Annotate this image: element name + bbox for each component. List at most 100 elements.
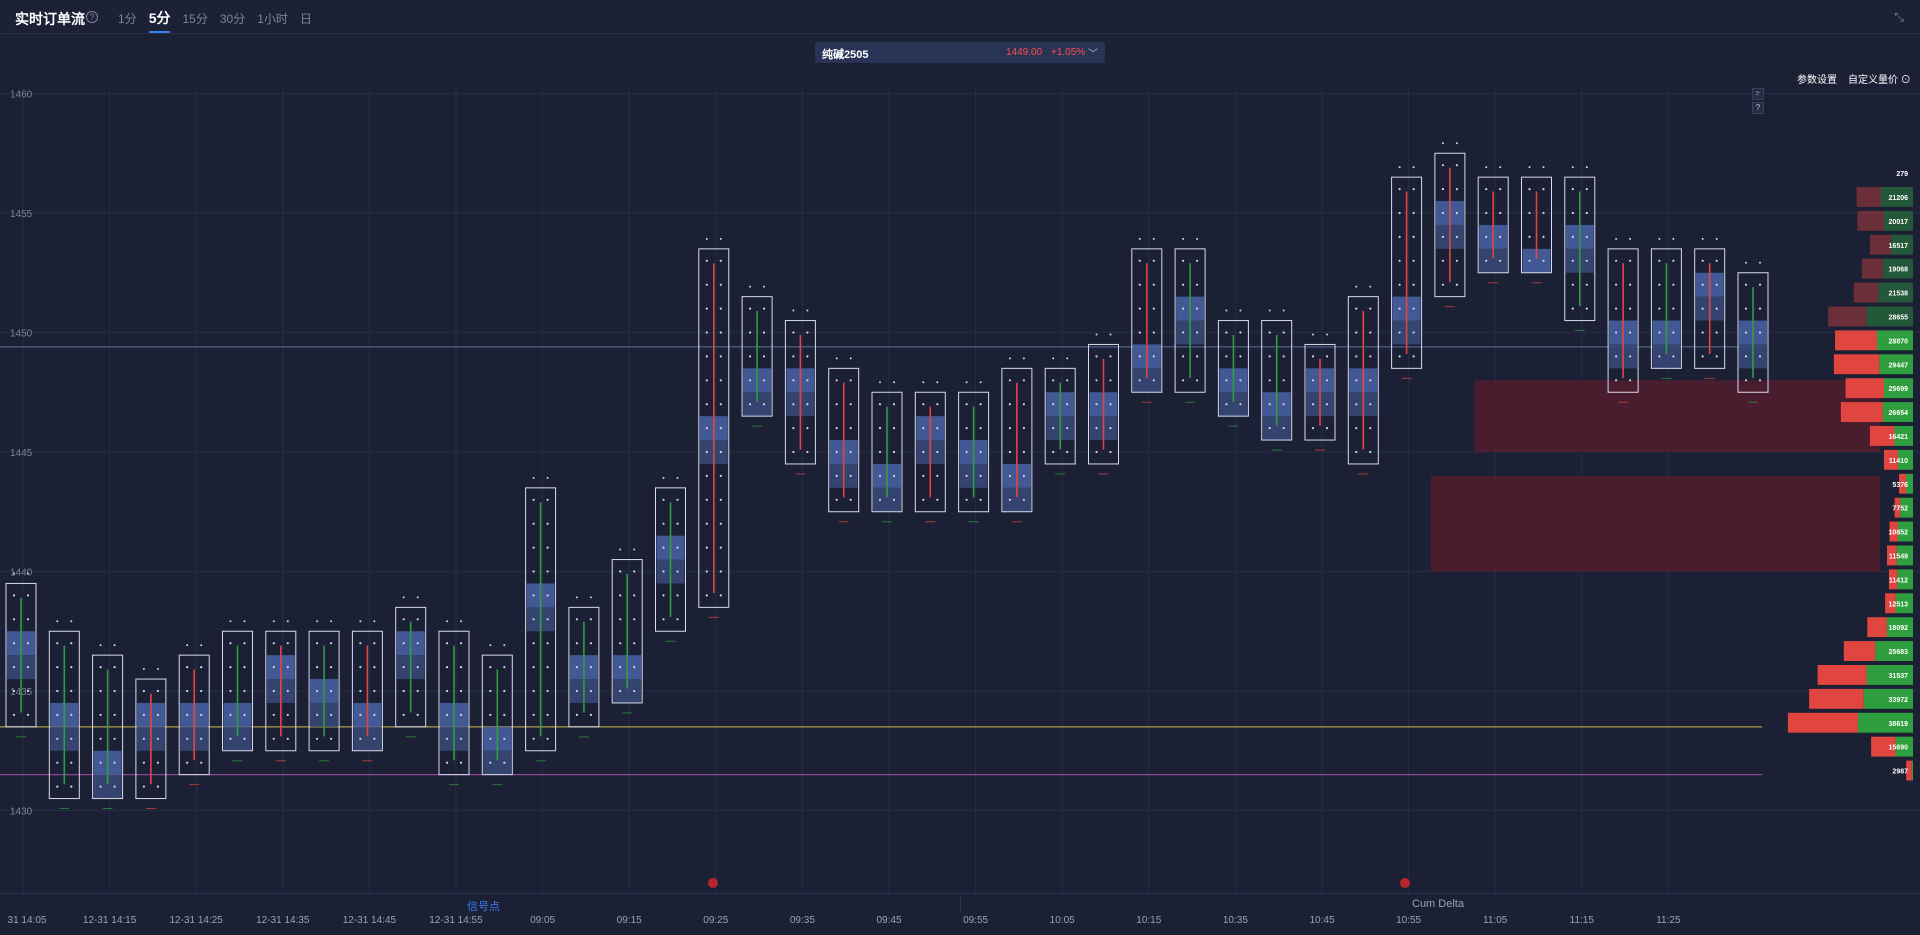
ask-cell	[1585, 259, 1588, 262]
bid-cell	[1008, 379, 1012, 382]
ask-cell	[979, 427, 982, 430]
signal-marker	[1400, 878, 1410, 888]
settings-button[interactable]: 参数设置	[1797, 75, 1837, 86]
bid-cell	[1008, 474, 1012, 477]
ask-cell	[1369, 331, 1372, 334]
ask-cell	[1629, 307, 1632, 310]
bid-cell	[792, 450, 795, 454]
profile-value: 20017	[1889, 219, 1909, 226]
footprint-bar	[265, 630, 297, 752]
bid-cell	[575, 618, 579, 621]
symbol-selector[interactable]: 纯碱2505 1449.00 +1.05% ﹀	[815, 42, 1105, 63]
tab-5min[interactable]: 5分	[148, 8, 171, 33]
ask-cell	[892, 498, 896, 501]
footprint-bar	[871, 391, 903, 513]
bid-cell	[56, 642, 59, 645]
bar-header-mark	[1759, 261, 1761, 264]
footprint-bar	[914, 391, 946, 513]
tab-day[interactable]: 日	[299, 12, 312, 26]
bid-cell	[1182, 307, 1185, 310]
bid-cell	[835, 498, 838, 501]
x-tick-label: 09:25	[703, 915, 729, 926]
y-tick-label: 1440	[10, 568, 33, 579]
bar-header-mark	[70, 620, 73, 623]
tab-1hour[interactable]: 1小时	[257, 12, 288, 26]
help-icon[interactable]: ?	[86, 11, 98, 23]
ask-cell	[676, 522, 679, 525]
profile-value: 11412	[1889, 577, 1908, 584]
profile-bid	[1886, 545, 1897, 566]
bid-cell	[56, 713, 59, 717]
profile-value: 26654	[1889, 410, 1909, 417]
bid-cell	[229, 737, 232, 740]
ask-cell	[1152, 283, 1155, 286]
ask-cell	[1412, 331, 1415, 334]
footprint-chart[interactable]: 1460145514501445144014351430279212062001…	[0, 86, 1920, 893]
ask-cell	[1672, 355, 1675, 358]
bid-cell	[99, 689, 102, 693]
bid-cell	[749, 331, 752, 334]
bid-cell	[445, 642, 449, 645]
custom-volume-button[interactable]: 自定义量价 ⊙	[1848, 75, 1911, 86]
bid-cell	[1485, 235, 1488, 238]
tab-signal-points[interactable]: 信号点	[467, 901, 500, 913]
collapse-icon[interactable]: ⤡	[1894, 10, 1904, 24]
poc-cell	[93, 774, 122, 799]
footprint-bar	[1001, 367, 1033, 513]
bid-cell	[1225, 403, 1228, 406]
bar-header-mark	[1152, 237, 1155, 240]
ask-cell	[763, 403, 766, 406]
bid-cell	[12, 666, 16, 669]
ask-cell	[1499, 235, 1502, 238]
ask-cell	[286, 666, 289, 669]
ask-cell	[373, 737, 376, 740]
profile-ask	[1863, 688, 1913, 709]
ask-cell	[503, 666, 506, 669]
footprint-bar	[395, 606, 427, 728]
y-tick-label: 1430	[10, 807, 33, 818]
ask-cell	[459, 642, 463, 645]
bid-cell	[749, 403, 752, 406]
bid-cell	[1095, 403, 1098, 406]
bar-header-mark	[1282, 309, 1285, 312]
profile-bid	[1888, 569, 1898, 590]
ask-cell	[1542, 211, 1545, 215]
profile-value: 21206	[1889, 195, 1909, 202]
bar-header-mark	[330, 620, 333, 623]
footprint-bar	[611, 559, 643, 704]
panel-divider	[960, 896, 961, 912]
tab-cum-delta[interactable]: Cum Delta	[1412, 898, 1464, 910]
bid-cell	[878, 498, 882, 501]
ask-cell	[849, 403, 852, 406]
ask-cell	[330, 666, 333, 669]
tab-15min[interactable]: 15分	[182, 12, 208, 26]
bid-cell	[619, 618, 622, 621]
ask-cell	[546, 570, 549, 573]
ask-cell	[1672, 259, 1675, 262]
bid-cell	[1615, 283, 1618, 286]
bid-cell	[1571, 283, 1574, 286]
footprint-bar	[1304, 343, 1336, 441]
footprint-bar	[48, 630, 80, 800]
profile-bid	[1828, 306, 1867, 327]
ask-cell	[633, 689, 636, 693]
ask-cell	[70, 713, 73, 717]
bid-cell	[1528, 188, 1531, 191]
ask-cell	[1672, 331, 1675, 334]
bid-cell	[792, 331, 795, 334]
bid-cell	[792, 403, 795, 406]
bid-cell	[316, 713, 319, 717]
bid-cell	[142, 785, 145, 788]
bid-cell	[56, 785, 59, 788]
ask-cell	[1499, 211, 1502, 215]
x-tick-label: 12-31 14:45	[342, 915, 397, 926]
x-tick-label: 11:15	[1569, 915, 1594, 926]
tab-1min[interactable]: 1分	[118, 12, 137, 26]
tab-30min[interactable]: 30分	[219, 12, 246, 26]
bar-header-mark	[1225, 309, 1228, 312]
bar-header-mark	[1672, 237, 1675, 240]
ask-cell	[546, 522, 549, 525]
question-icon[interactable]: ?	[1752, 102, 1764, 114]
footprint-bar	[1737, 272, 1769, 393]
ask-cell	[330, 642, 333, 645]
